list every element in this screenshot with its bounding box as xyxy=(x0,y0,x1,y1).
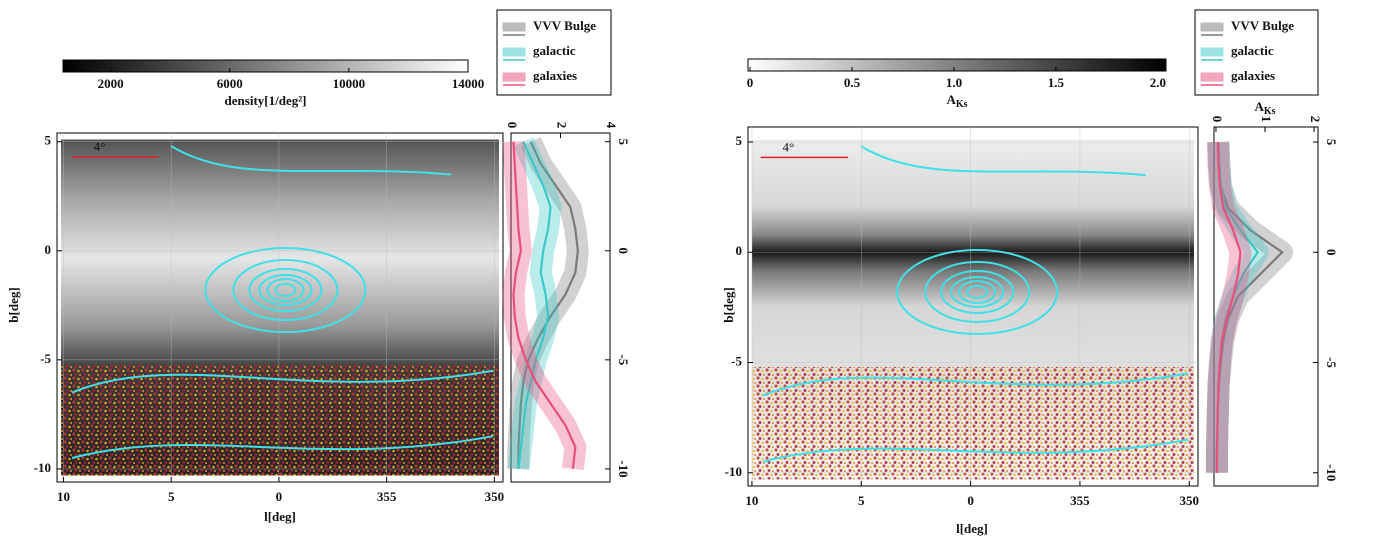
contour xyxy=(950,275,1005,308)
y-tick-label: 0 xyxy=(736,243,743,258)
frame xyxy=(747,126,1199,487)
contour xyxy=(924,260,1031,323)
legend-label: galactic xyxy=(533,43,576,58)
legend-label: galaxies xyxy=(1231,68,1275,83)
map-image xyxy=(752,139,1194,480)
y-tick-label: 0 xyxy=(45,242,52,257)
legend-label: VVV Bulge xyxy=(533,18,596,33)
axis-label-sub: Ks xyxy=(1264,106,1276,117)
colorbar-tick-label: 2.0 xyxy=(1150,75,1166,90)
contour xyxy=(170,145,452,176)
contour xyxy=(248,268,323,313)
profile-x-tick-label: 2 xyxy=(555,122,570,129)
profile-y-tick-label: -10 xyxy=(616,460,631,477)
x-axis-label: l[deg] xyxy=(956,521,988,536)
y-tick-label: -5 xyxy=(40,351,51,366)
colorbar-tick-label: 14000 xyxy=(452,76,485,91)
map-image xyxy=(61,139,499,476)
legend-swatch xyxy=(502,72,526,82)
x-tick-label: 0 xyxy=(967,493,974,508)
profile-line xyxy=(517,141,579,469)
y-tick-label: -10 xyxy=(725,464,742,479)
legend-label: galactic xyxy=(1231,43,1274,58)
frame xyxy=(56,132,504,483)
x-tick-label: 10 xyxy=(57,489,70,504)
contour xyxy=(762,438,1189,463)
profile-x-tick-label: 0 xyxy=(505,122,520,129)
axis-label-sub: Ks xyxy=(956,99,968,110)
contour xyxy=(204,247,367,334)
galaxy-dots xyxy=(752,366,1194,480)
contour xyxy=(860,145,1146,177)
x-tick-label: 355 xyxy=(377,489,397,504)
colorbar xyxy=(62,59,469,73)
x-tick-label: 5 xyxy=(858,493,865,508)
legend-swatch xyxy=(1200,47,1224,57)
legend-swatch xyxy=(1200,72,1224,82)
axis-label: density[1/deg²] xyxy=(225,93,307,108)
profile-line xyxy=(512,141,577,470)
contour xyxy=(940,269,1015,314)
y-axis-label: b[deg] xyxy=(721,287,736,322)
profile-y-tick-label: 0 xyxy=(616,248,631,255)
profile-y-tick-label: -5 xyxy=(1324,357,1339,368)
x-tick-label: 350 xyxy=(485,489,505,504)
profile-y-tick-label: -5 xyxy=(616,354,631,365)
annotation: 4° xyxy=(94,139,106,154)
profile-frame xyxy=(1213,126,1319,487)
profile-x-tick-label: 0 xyxy=(1210,116,1225,123)
colorbar-tick-label: 1.0 xyxy=(946,75,962,90)
contour xyxy=(266,278,305,303)
profile-line xyxy=(1215,141,1242,473)
y-tick-label: 5 xyxy=(45,133,52,148)
axis-label: AKs xyxy=(946,92,967,110)
contour xyxy=(71,369,494,394)
profile-line xyxy=(517,141,552,470)
contour xyxy=(958,279,997,304)
contour xyxy=(896,248,1059,335)
contour xyxy=(762,372,1189,397)
contour xyxy=(274,283,297,298)
x-tick-label: 0 xyxy=(276,489,283,504)
y-tick-label: 5 xyxy=(736,133,743,148)
profile-x-tick-label: 2 xyxy=(1308,116,1323,123)
colorbar xyxy=(747,58,1167,72)
legend-label: VVV Bulge xyxy=(1231,18,1294,33)
colorbar-tick-label: 2000 xyxy=(98,76,124,91)
x-tick-label: 10 xyxy=(745,493,758,508)
legend-label: galaxies xyxy=(533,68,577,83)
colorbar-tick-label: 10000 xyxy=(333,76,366,91)
contour xyxy=(258,274,313,307)
contour xyxy=(966,284,989,299)
colorbar-tick-label: 6000 xyxy=(217,76,243,91)
profile-x-tick-label: 4 xyxy=(604,122,619,129)
x-tick-label: 5 xyxy=(168,489,175,504)
profile-y-tick-label: 5 xyxy=(1324,139,1339,146)
profile-y-tick-label: 5 xyxy=(616,138,631,145)
profile-x-tick-label: 1 xyxy=(1259,116,1274,123)
x-tick-label: 355 xyxy=(1070,493,1090,508)
legend-swatch xyxy=(502,47,526,57)
galaxy-dots xyxy=(61,364,499,476)
colorbar-tick-label: 0.5 xyxy=(844,75,861,90)
y-tick-label: -5 xyxy=(731,353,742,368)
x-tick-label: 350 xyxy=(1180,493,1200,508)
axis-label: AKs xyxy=(1254,99,1275,117)
contour xyxy=(71,435,494,459)
y-tick-label: -10 xyxy=(34,460,51,475)
contour xyxy=(232,259,339,322)
profile-y-tick-label: 0 xyxy=(1324,249,1339,256)
profile-y-tick-label: -10 xyxy=(1324,464,1339,481)
colorbar-tick-label: 0 xyxy=(747,75,754,90)
legend-swatch xyxy=(502,22,526,32)
annotation: 4° xyxy=(783,139,795,154)
colorbar-tick-label: 1.5 xyxy=(1048,75,1065,90)
x-axis-label: l[deg] xyxy=(264,509,296,524)
legend-swatch xyxy=(1200,22,1224,32)
y-axis-label: b[deg] xyxy=(6,287,21,322)
